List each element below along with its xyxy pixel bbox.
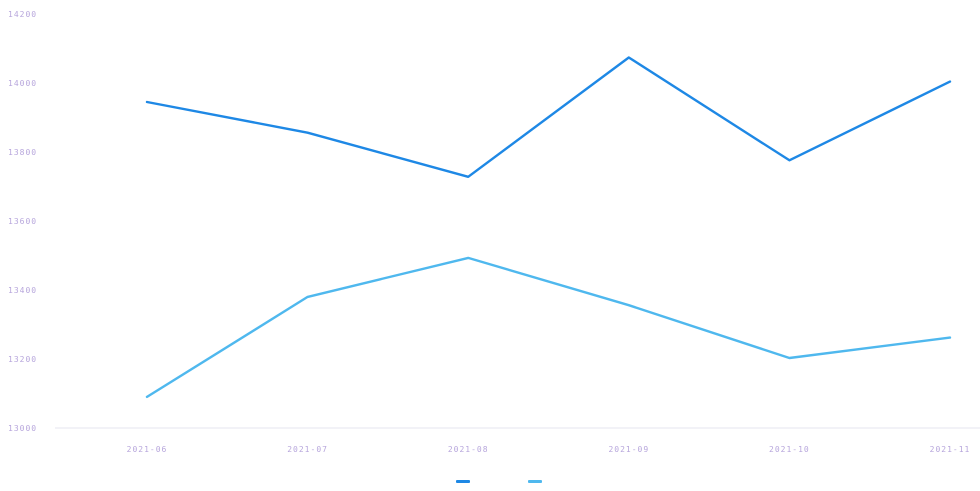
series-lines — [145, 56, 952, 399]
y-axis-tick-labels: 13000 13200 13400 13600 13800 14000 14200 — [8, 10, 37, 433]
x-tick-label: 2021-11 — [930, 445, 971, 454]
y-tick-label: 13800 — [8, 148, 37, 157]
series-line-2 — [145, 256, 952, 399]
x-axis-tick-labels: 2021-06 2021-07 2021-08 2021-09 2021-10 2021-… — [127, 445, 971, 454]
y-tick-label: 13400 — [8, 286, 37, 295]
legend-item-2[interactable] — [528, 480, 542, 483]
y-tick-label: 13200 — [8, 355, 37, 364]
x-tick-label: 2021-08 — [448, 445, 489, 454]
y-tick-label: 13600 — [8, 217, 37, 226]
series-line-1 — [145, 56, 952, 179]
legend-swatch-2 — [528, 480, 542, 483]
y-tick-label: 14000 — [8, 79, 37, 88]
legend-swatch-1 — [456, 480, 470, 483]
legend-item-1[interactable] — [456, 480, 470, 483]
y-tick-label: 13000 — [8, 424, 37, 433]
x-tick-label: 2021-06 — [127, 445, 168, 454]
y-tick-label: 14200 — [8, 10, 37, 19]
legend[interactable] — [456, 480, 542, 483]
x-tick-label: 2021-09 — [608, 445, 649, 454]
x-tick-label: 2021-10 — [769, 445, 810, 454]
x-tick-label: 2021-07 — [287, 445, 328, 454]
